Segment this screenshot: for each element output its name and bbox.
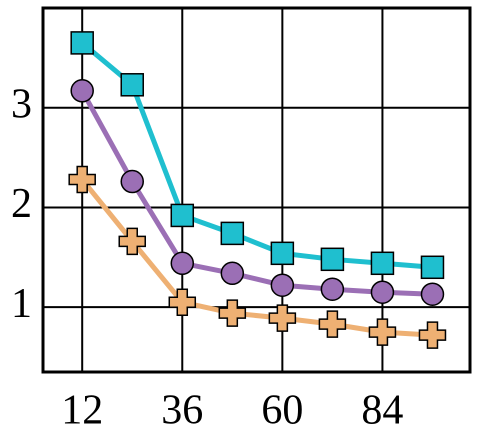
- x-tick-label: 84: [361, 388, 403, 434]
- marker: [170, 251, 195, 276]
- marker: [320, 247, 345, 272]
- marker: [420, 282, 445, 306]
- marker: [70, 79, 94, 103]
- x-tick-label: 12: [61, 388, 103, 434]
- marker: [220, 221, 245, 246]
- marker: [70, 31, 94, 55]
- marker: [268, 304, 297, 332]
- y-tick-label: 1: [11, 281, 32, 327]
- marker: [170, 203, 195, 228]
- marker: [220, 261, 245, 286]
- marker: [370, 251, 395, 276]
- x-tick-label: 36: [161, 388, 203, 434]
- y-tick-label: 3: [11, 81, 32, 127]
- x-tick-label: 60: [261, 388, 303, 434]
- marker: [218, 299, 247, 327]
- marker: [368, 318, 397, 346]
- marker: [120, 73, 144, 97]
- marker: [420, 255, 445, 280]
- marker: [68, 165, 96, 194]
- marker: [418, 321, 447, 349]
- marker: [118, 227, 146, 256]
- marker: [270, 241, 295, 266]
- marker: [270, 273, 295, 297]
- plot-frame: [41, 6, 472, 374]
- y-tick-label: 2: [11, 181, 32, 227]
- marker: [120, 169, 144, 194]
- marker: [370, 280, 395, 304]
- marker: [168, 288, 197, 316]
- marker: [318, 310, 347, 338]
- marker: [320, 277, 345, 301]
